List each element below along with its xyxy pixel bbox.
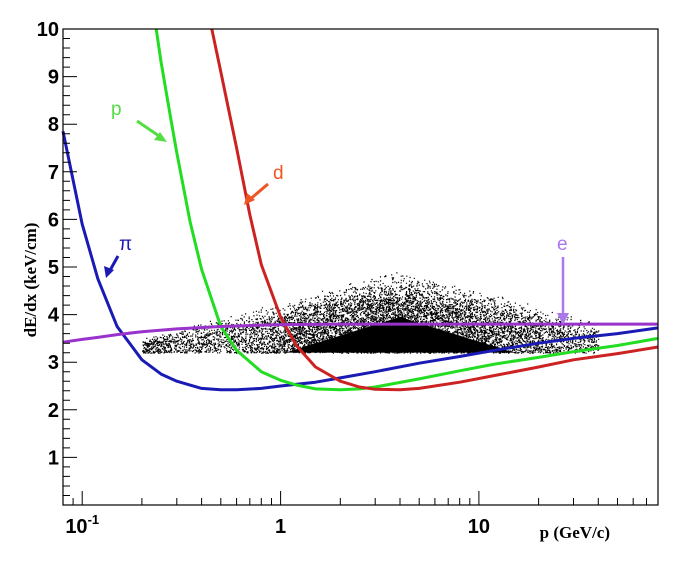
scatter-core bbox=[251, 317, 549, 353]
scatter-points bbox=[142, 272, 600, 354]
frame bbox=[62, 28, 659, 506]
y-tick-label: 5 bbox=[48, 257, 59, 279]
curve-d bbox=[210, 28, 659, 392]
x-axis-title: p (GeV/c) bbox=[540, 523, 610, 542]
scatter-band bbox=[142, 272, 600, 354]
curves bbox=[61, 28, 659, 392]
annotation-d-label: d bbox=[273, 163, 284, 184]
y-axis-title: dE/dx (keV/cm) bbox=[21, 223, 40, 338]
annotation-e: e bbox=[557, 234, 569, 325]
y-tick-label: 7 bbox=[48, 162, 59, 184]
annotation-pi: π bbox=[104, 234, 132, 278]
tick-marks bbox=[62, 28, 659, 506]
curve-e bbox=[62, 322, 658, 344]
y-tick-label: 4 bbox=[48, 305, 60, 327]
curve-p bbox=[154, 28, 659, 392]
annotation-e-label: e bbox=[557, 234, 568, 255]
curve-pi bbox=[61, 130, 659, 392]
annotation-pi-label: π bbox=[119, 234, 132, 255]
tick-labels: 1 2 3 4 5 6 7 8 9 10 10-1 1 10 bbox=[37, 19, 490, 538]
y-tick-label: 2 bbox=[48, 400, 59, 422]
annotation-p-label: p bbox=[111, 99, 122, 120]
y-tick-label: 3 bbox=[48, 352, 59, 374]
x-tick-label: 10-1 bbox=[65, 512, 99, 538]
y-tick-label: 1 bbox=[48, 447, 59, 469]
ticks bbox=[62, 28, 659, 506]
y-tick-label: 10 bbox=[37, 19, 59, 41]
y-tick-label: 9 bbox=[48, 67, 59, 89]
x-tick-exponent: -1 bbox=[88, 512, 100, 527]
y-tick-label: 8 bbox=[48, 114, 59, 136]
annotation-d: d bbox=[244, 163, 284, 205]
y-tick-label: 6 bbox=[48, 209, 59, 231]
x-tick-label: 10 bbox=[468, 516, 490, 538]
x-tick-label: 1 bbox=[275, 516, 286, 538]
annotation-p: p bbox=[111, 99, 167, 142]
plot-frame bbox=[62, 28, 659, 506]
